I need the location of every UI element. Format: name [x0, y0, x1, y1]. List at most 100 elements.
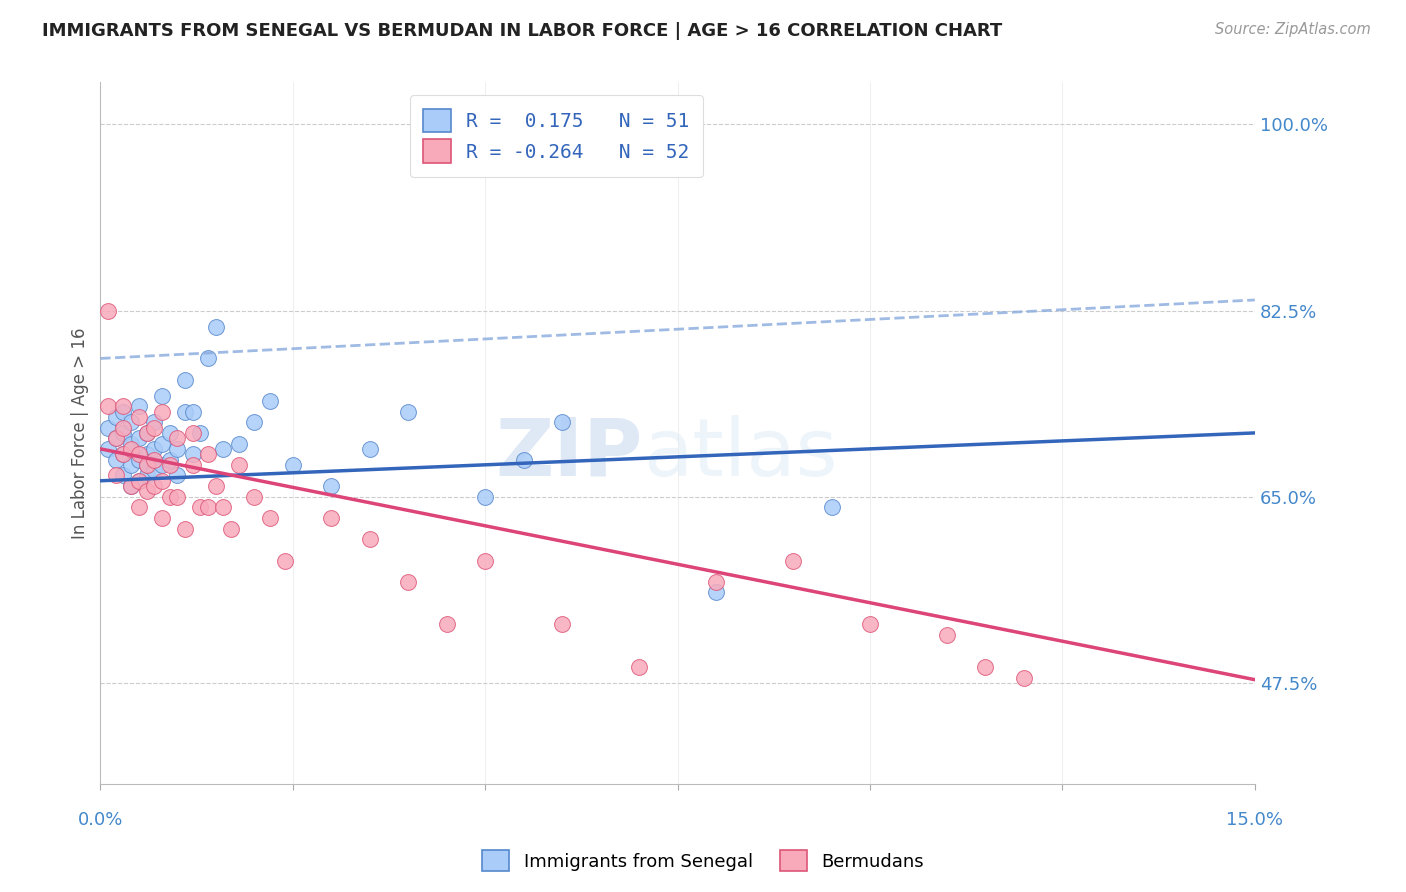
Point	[159, 452, 181, 467]
Point	[974, 660, 997, 674]
Point	[174, 404, 197, 418]
Point	[219, 522, 242, 536]
Point	[150, 474, 173, 488]
Point	[128, 474, 150, 488]
Point	[321, 511, 343, 525]
Point	[143, 463, 166, 477]
Point	[112, 420, 135, 434]
Point	[135, 447, 157, 461]
Point	[120, 479, 142, 493]
Point	[228, 458, 250, 472]
Point	[936, 628, 959, 642]
Point	[190, 500, 212, 515]
Point	[143, 479, 166, 493]
Point	[97, 420, 120, 434]
Point	[120, 436, 142, 450]
Y-axis label: In Labor Force | Age > 16: In Labor Force | Age > 16	[72, 327, 89, 539]
Point	[150, 458, 173, 472]
Point	[120, 415, 142, 429]
Point	[128, 409, 150, 424]
Point	[135, 425, 157, 440]
Point	[112, 468, 135, 483]
Text: IMMIGRANTS FROM SENEGAL VS BERMUDAN IN LABOR FORCE | AGE > 16 CORRELATION CHART: IMMIGRANTS FROM SENEGAL VS BERMUDAN IN L…	[42, 22, 1002, 40]
Point	[150, 436, 173, 450]
Point	[1012, 671, 1035, 685]
Point	[512, 452, 534, 467]
Point	[97, 400, 120, 414]
Point	[166, 431, 188, 445]
Point	[128, 452, 150, 467]
Text: ZIP: ZIP	[496, 415, 643, 493]
Point	[143, 415, 166, 429]
Point	[112, 404, 135, 418]
Point	[166, 490, 188, 504]
Point	[135, 425, 157, 440]
Text: atlas: atlas	[643, 415, 838, 493]
Point	[159, 425, 181, 440]
Point	[197, 351, 219, 366]
Point	[782, 553, 804, 567]
Point	[166, 468, 188, 483]
Point	[359, 442, 381, 456]
Point	[135, 484, 157, 499]
Point	[128, 400, 150, 414]
Point	[97, 303, 120, 318]
Point	[859, 617, 882, 632]
Point	[120, 442, 142, 456]
Point	[128, 500, 150, 515]
Point	[104, 431, 127, 445]
Point	[104, 452, 127, 467]
Point	[143, 442, 166, 456]
Point	[150, 389, 173, 403]
Point	[166, 442, 188, 456]
Point	[321, 479, 343, 493]
Point	[120, 458, 142, 472]
Point	[551, 415, 574, 429]
Legend: Immigrants from Senegal, Bermudans: Immigrants from Senegal, Bermudans	[475, 843, 931, 879]
Point	[396, 574, 419, 589]
Text: 0.0%: 0.0%	[77, 811, 124, 829]
Point	[159, 490, 181, 504]
Point	[474, 490, 496, 504]
Point	[704, 585, 727, 599]
Legend: R =  0.175   N = 51, R = -0.264   N = 52: R = 0.175 N = 51, R = -0.264 N = 52	[409, 95, 703, 177]
Point	[359, 533, 381, 547]
Point	[197, 447, 219, 461]
Point	[143, 420, 166, 434]
Point	[104, 431, 127, 445]
Point	[204, 479, 226, 493]
Point	[181, 404, 204, 418]
Point	[112, 447, 135, 461]
Point	[112, 400, 135, 414]
Point	[128, 447, 150, 461]
Point	[204, 319, 226, 334]
Point	[174, 373, 197, 387]
Point	[820, 500, 842, 515]
Point	[135, 468, 157, 483]
Point	[112, 425, 135, 440]
Point	[104, 468, 127, 483]
Point	[174, 522, 197, 536]
Point	[112, 447, 135, 461]
Point	[159, 458, 181, 472]
Text: Source: ZipAtlas.com: Source: ZipAtlas.com	[1215, 22, 1371, 37]
Point	[436, 617, 458, 632]
Point	[150, 511, 173, 525]
Point	[228, 436, 250, 450]
Point	[281, 458, 304, 472]
Point	[197, 500, 219, 515]
Point	[243, 415, 266, 429]
Text: 15.0%: 15.0%	[1226, 811, 1284, 829]
Point	[150, 404, 173, 418]
Point	[97, 442, 120, 456]
Point	[704, 574, 727, 589]
Point	[212, 442, 235, 456]
Point	[259, 394, 281, 409]
Point	[551, 617, 574, 632]
Point	[128, 431, 150, 445]
Point	[135, 458, 157, 472]
Point	[120, 479, 142, 493]
Point	[128, 474, 150, 488]
Point	[190, 425, 212, 440]
Point	[396, 404, 419, 418]
